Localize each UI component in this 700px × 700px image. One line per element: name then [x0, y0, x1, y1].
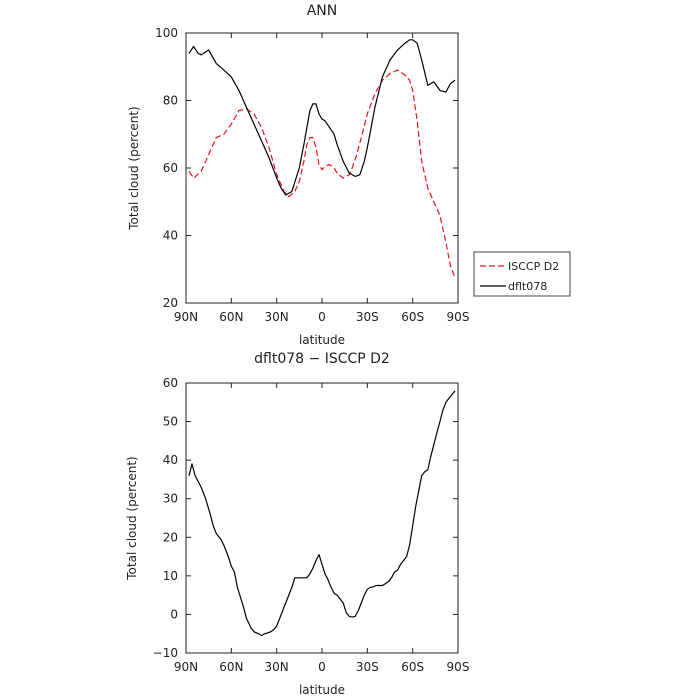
bottom-ytick-label: 40: [163, 453, 178, 467]
legend: ISCCP D2 dflt078: [473, 251, 571, 297]
bottom-xtick-label: 30S: [356, 660, 379, 674]
bottom-series: [188, 390, 456, 637]
bottom-ytick-label: 50: [163, 415, 178, 429]
top-y-axis-label: Total cloud (percent): [127, 106, 141, 230]
top-ytick-label: 80: [163, 94, 178, 108]
bottom-xtick-label: 0: [318, 660, 326, 674]
top-ytick-label: 100: [155, 26, 178, 40]
bottom-ticks: 90N 60N 30N 0 30S 60S 90S −10 0 10 20 30 40 50 60: [153, 376, 470, 674]
top-series-line-isccp-d2: [188, 69, 456, 278]
top-ytick-label: 40: [163, 229, 178, 243]
top-xtick-label: 0: [318, 310, 326, 324]
top-ticks: 90N 60N 30N 0 30S 60S 90S 20 40 60 80 100: [155, 26, 469, 324]
bottom-ytick-label: 60: [163, 376, 178, 390]
top-xtick-label: 30N: [265, 310, 289, 324]
bottom-ytick-label: −10: [153, 646, 178, 660]
bottom-ytick-label: 30: [163, 492, 178, 506]
bottom-xtick-label: 60N: [219, 660, 243, 674]
top-series: [188, 39, 456, 278]
top-ytick-label: 60: [163, 161, 178, 175]
top-x-axis-label: latitude: [299, 333, 345, 347]
bottom-x-axis-label: latitude: [299, 683, 345, 697]
bottom-xtick-label: 90S: [447, 660, 470, 674]
top-series-line-dflt078: [188, 39, 456, 196]
bottom-xtick-label: 60S: [401, 660, 424, 674]
legend-label-dflt078: dflt078: [508, 280, 547, 293]
bottom-xtick-label: 30N: [265, 660, 289, 674]
bottom-ytick-label: 0: [170, 607, 178, 621]
bottom-xtick-label: 90N: [174, 660, 198, 674]
top-xtick-label: 90S: [447, 310, 470, 324]
top-ytick-label: 20: [163, 296, 178, 310]
legend-box: [473, 251, 571, 297]
bottom-panel: dflt078 − ISCCP D2 90N 60N 30N 0 30S 60S 90S −1…: [125, 351, 469, 697]
bottom-y-axis-label: Total cloud (percent): [125, 456, 139, 580]
top-panel: ANN 90N 60N 30N 0 30S 60S 90S 20 40 60 80 100 latit…: [127, 3, 571, 347]
top-xtick-label: 30S: [356, 310, 379, 324]
bottom-series-line-difference: [188, 390, 456, 637]
top-xtick-label: 60N: [219, 310, 243, 324]
bottom-chart-title: dflt078 − ISCCP D2: [254, 351, 390, 367]
bottom-plot-frame: [185, 382, 459, 654]
bottom-ytick-label: 20: [163, 530, 178, 544]
top-xtick-label: 60S: [401, 310, 424, 324]
bottom-ytick-label: 10: [163, 569, 178, 583]
top-xtick-label: 90N: [174, 310, 198, 324]
legend-label-isccp: ISCCP D2: [508, 260, 559, 273]
top-chart-title: ANN: [307, 3, 338, 19]
